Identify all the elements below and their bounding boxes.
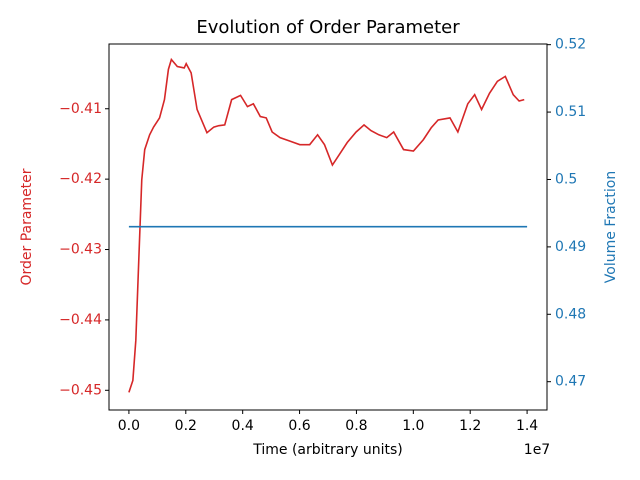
x-tick-label: 0.2 — [175, 418, 197, 434]
y-tick-label: −0.43 — [59, 242, 102, 258]
data-line — [128, 57, 525, 393]
plot-frame — [108, 43, 548, 411]
y-tick-label: −0.44 — [59, 312, 102, 328]
y2-tick-label: 0.5 — [555, 171, 577, 187]
y-axis-label: Order Parameter — [19, 168, 35, 285]
y2-tick-label: 0.52 — [555, 37, 586, 53]
x-tick-label: 0.0 — [118, 418, 140, 434]
y2-tick-label: 0.51 — [555, 104, 586, 120]
x-tick-label: 1.0 — [402, 418, 424, 434]
x-tick-label: 0.8 — [345, 418, 367, 434]
x-axis-label: Time (arbitrary units) — [252, 442, 402, 458]
chart-title: Evolution of Order Parameter — [196, 17, 460, 38]
y2-tick-label: 0.48 — [555, 306, 586, 322]
x-tick-label: 1.2 — [459, 418, 481, 434]
x-tick-label: 0.4 — [232, 418, 254, 434]
y-tick-label: −0.41 — [59, 101, 102, 117]
x-tick-label: 1.4 — [516, 418, 538, 434]
y2-tick-label: 0.47 — [555, 374, 586, 390]
x-tick-label: 0.6 — [288, 418, 310, 434]
y2-axis-label: Volume Fraction — [603, 171, 619, 283]
y-tick-label: −0.42 — [59, 171, 102, 187]
x-offset-label: 1e7 — [524, 442, 550, 458]
y-tick-label: −0.45 — [59, 382, 102, 398]
y2-tick-label: 0.49 — [555, 239, 586, 255]
